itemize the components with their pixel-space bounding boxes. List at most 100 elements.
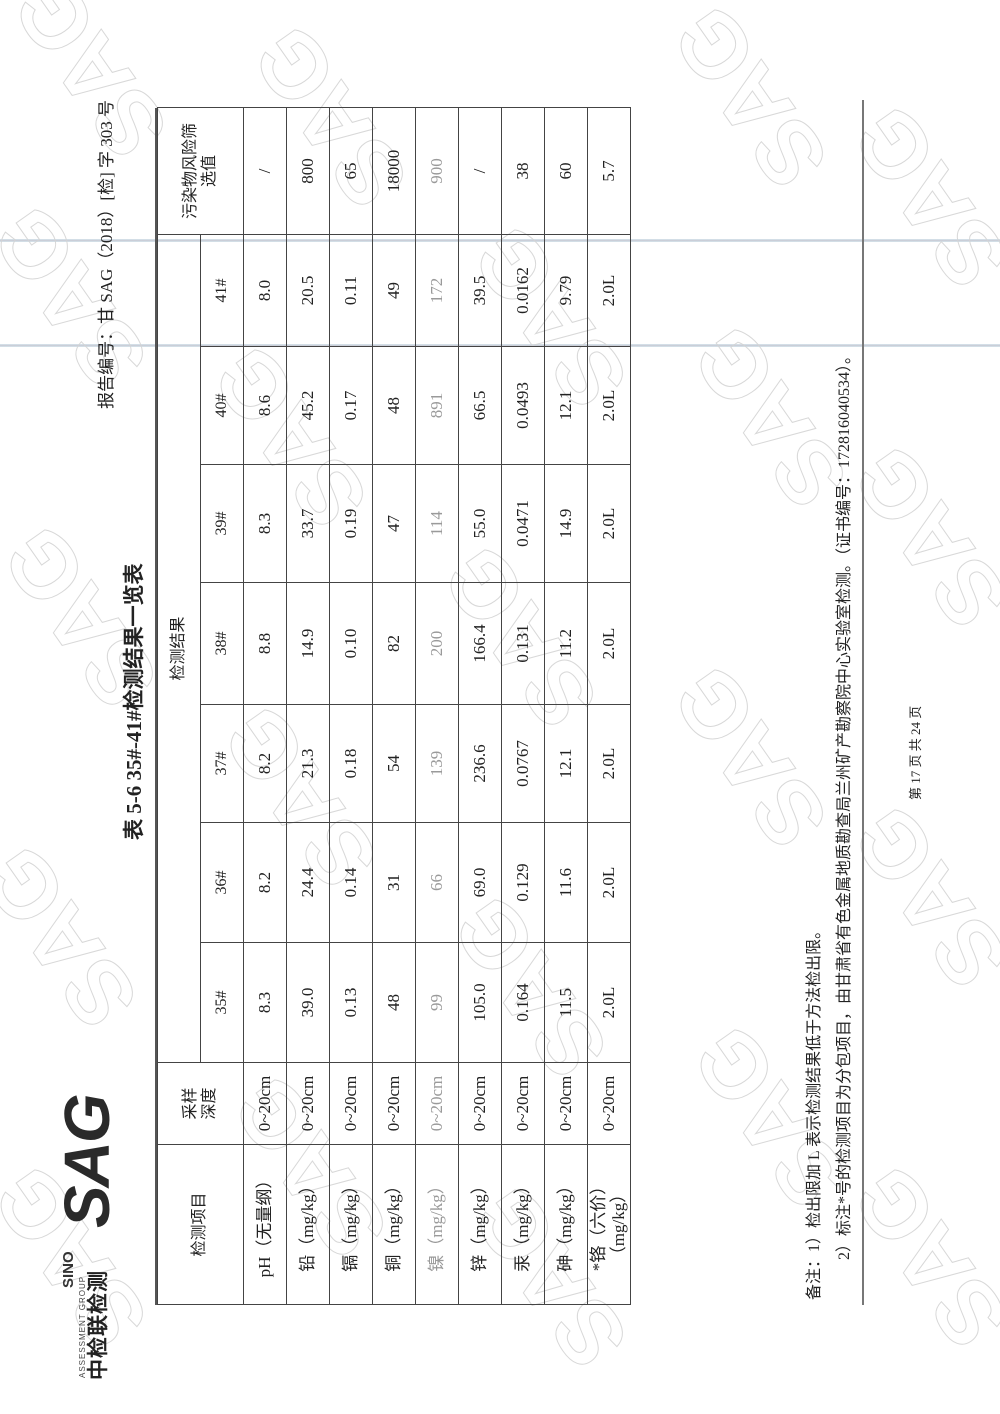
value-cell: 0.164: [501, 942, 545, 1063]
value-cell: 31: [372, 822, 416, 943]
value-cell: 49: [372, 234, 416, 347]
value-cell: 11.6: [544, 822, 588, 943]
item-cell: 汞（mg/kg）: [501, 1144, 545, 1305]
header-screening-value: 污染物风险筛选值: [157, 107, 244, 235]
depth-cell: 0~20cm: [587, 1062, 631, 1145]
value-cell: 48: [372, 346, 416, 465]
company-logo: SINO ASSESSMENT GROUP 中检联检测 SAG: [51, 1070, 123, 1380]
value-cell: 0.10: [329, 582, 373, 705]
value-cell: 200: [415, 582, 459, 705]
value-cell: 8.2: [243, 822, 287, 943]
table-row: 砷（mg/kg） 0~20cm 11.5 11.6 12.1 11.2 14.9 12.1 9.…: [544, 107, 588, 1305]
table-row: *铬（六价）（mg/kg） 0~20cm 2.0L 2.0L 2.0L 2.0L 2.0L 2…: [587, 107, 631, 1305]
item-cell: pH（无量纲）: [243, 1144, 287, 1305]
sample-header: 41#: [200, 234, 244, 347]
logo-sino: SINO: [60, 1251, 77, 1288]
report-number: 报告编号：甘 SAG（2018）[检] 字 303 号: [97, 100, 116, 409]
value-cell: 2.0L: [587, 704, 631, 823]
logo-cn: 中检联检测: [87, 1270, 110, 1380]
depth-cell: 0~20cm: [415, 1062, 459, 1145]
value-cell: 20.5: [286, 234, 330, 347]
value-cell: 66: [415, 822, 459, 943]
item-cell: 铜（mg/kg）: [372, 1144, 416, 1305]
sag-watermark: SAG: [834, 88, 1000, 306]
value-cell: 9.79: [544, 234, 588, 347]
value-cell: 105.0: [458, 942, 502, 1063]
value-cell: 8.3: [243, 464, 287, 583]
scan-artifact-line: [0, 344, 1000, 347]
value-cell: 8.2: [243, 704, 287, 823]
value-cell: 47: [372, 464, 416, 583]
screening-value-cell: 38: [501, 107, 545, 235]
table-row: 铅（mg/kg） 0~20cm 39.0 24.4 21.3 14.9 33.7 45.2 20…: [286, 107, 330, 1305]
value-cell: 55.0: [458, 464, 502, 583]
value-cell: 24.4: [286, 822, 330, 943]
sample-header: 35#: [200, 942, 244, 1063]
table-row: 镉（mg/kg） 0~20cm 0.13 0.14 0.18 0.10 0.19 0.17 0.…: [329, 107, 373, 1305]
item-cell: 砷（mg/kg）: [544, 1144, 588, 1305]
depth-cell: 0~20cm: [458, 1062, 502, 1145]
screening-value-cell: /: [243, 107, 287, 235]
value-cell: 8.0: [243, 234, 287, 347]
screening-value-cell: 18000: [372, 107, 416, 235]
value-cell: 39.5: [458, 234, 502, 347]
value-cell: 54: [372, 704, 416, 823]
value-cell: 0.17: [329, 346, 373, 465]
scan-artifact-line: [0, 239, 1000, 242]
value-cell: 48: [372, 942, 416, 1063]
value-cell: 0.18: [329, 704, 373, 823]
value-cell: 0.13: [329, 942, 373, 1063]
value-cell: 172: [415, 234, 459, 347]
value-cell: 891: [415, 346, 459, 465]
note-1: 备注：1）检出限加 L 表示检测结果低于方法检出限。: [806, 922, 823, 1300]
item-cell: 铅（mg/kg）: [286, 1144, 330, 1305]
sample-header: 37#: [200, 704, 244, 823]
sag-watermark: SAG: [0, 188, 168, 406]
value-cell: 82: [372, 582, 416, 705]
logo-sag: SAG: [51, 1095, 123, 1228]
screening-value-cell: 65: [329, 107, 373, 235]
value-cell: 2.0L: [587, 346, 631, 465]
depth-cell: 0~20cm: [329, 1062, 373, 1145]
results-table: 检测项目 采样深度 检测结果 污染物风险筛选值 35# 36# 37# 38# 39# 4…: [157, 107, 631, 1305]
item-cell: 锌（mg/kg）: [458, 1144, 502, 1305]
value-cell: 39.0: [286, 942, 330, 1063]
sample-header: 36#: [200, 822, 244, 943]
item-cell: 镉（mg/kg）: [329, 1144, 373, 1305]
value-cell: 69.0: [458, 822, 502, 943]
value-cell: 114: [415, 464, 459, 583]
item-cell: *铬（六价）（mg/kg）: [587, 1144, 631, 1305]
value-cell: 99: [415, 942, 459, 1063]
value-cell: 236.6: [458, 704, 502, 823]
value-cell: 8.8: [243, 582, 287, 705]
value-cell: 0.19: [329, 464, 373, 583]
value-cell: 2.0L: [587, 822, 631, 943]
depth-cell: 0~20cm: [286, 1062, 330, 1145]
value-cell: 66.5: [458, 346, 502, 465]
depth-cell: 0~20cm: [243, 1062, 287, 1145]
bottom-rule: [862, 100, 864, 1305]
value-cell: 8.3: [243, 942, 287, 1063]
header-item: 检测项目: [157, 1144, 244, 1305]
value-cell: 2.0L: [587, 464, 631, 583]
sample-header: 39#: [200, 464, 244, 583]
screening-value-cell: 60: [544, 107, 588, 235]
sample-header: 38#: [200, 582, 244, 705]
value-cell: 0.0767: [501, 704, 545, 823]
value-cell: 0.0162: [501, 234, 545, 347]
screening-value-cell: 900: [415, 107, 459, 235]
screening-value-cell: 5.7: [587, 107, 631, 235]
value-cell: 0.131: [501, 582, 545, 705]
value-cell: 0.14: [329, 822, 373, 943]
page-number: 第 17 页 共 24 页: [908, 705, 923, 800]
sag-watermark: SAG: [654, 0, 849, 206]
value-cell: 11.2: [544, 582, 588, 705]
header-depth: 采样深度: [157, 1062, 244, 1145]
table-title: 表 5-6 35#-41#检测结果一览表: [122, 563, 146, 841]
value-cell: 45.2: [286, 346, 330, 465]
value-cell: 21.3: [286, 704, 330, 823]
value-cell: 14.9: [544, 464, 588, 583]
table-row: 汞（mg/kg） 0~20cm 0.164 0.129 0.0767 0.131 0.047…: [501, 107, 545, 1305]
depth-cell: 0~20cm: [501, 1062, 545, 1145]
